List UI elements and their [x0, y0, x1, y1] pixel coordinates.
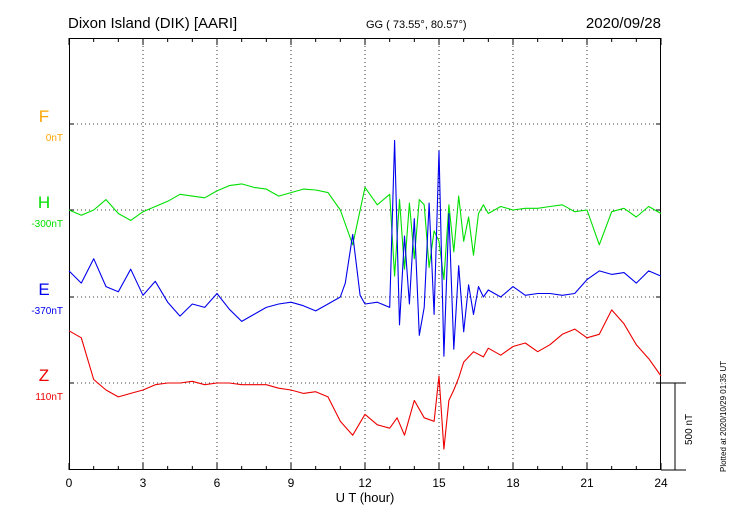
x-tick-label: 21 — [580, 476, 594, 490]
series-z-line — [68, 309, 662, 450]
x-tick-label: 0 — [66, 476, 73, 490]
x-tick-label: 3 — [140, 476, 147, 490]
series-lines — [68, 139, 662, 450]
series-z-label: Z — [39, 366, 49, 385]
scale-label: 500 nT — [684, 414, 695, 445]
x-tick-label: 9 — [288, 476, 295, 490]
series-h-label: H — [38, 193, 50, 212]
series-e-line — [68, 139, 662, 357]
plotted-note: Plotted at 2020/10/29 01:35 UT — [719, 361, 728, 472]
series-z-baseline: 110nT — [35, 392, 63, 403]
chart-title: Dixon Island (DIK) [AARI] — [68, 15, 237, 32]
x-axis-label: U T (hour) — [336, 490, 395, 505]
station-coords: GG ( 73.55°, 80.57°) — [366, 19, 467, 31]
series-f-label: F — [39, 107, 49, 126]
series-f-baseline: 0nT — [46, 133, 63, 144]
x-tick-label: 6 — [214, 476, 221, 490]
x-tick-label: 24 — [654, 476, 668, 490]
series-e-baseline: -370nT — [31, 306, 63, 317]
component-labels: F 0nT H -300nT E -370nT Z 110nT — [31, 107, 63, 403]
x-tick-label: 18 — [506, 476, 520, 490]
series-h-baseline: -300nT — [31, 219, 63, 230]
x-tick-label: 12 — [358, 476, 372, 490]
series-e-label: E — [38, 280, 49, 299]
x-tick-label: 15 — [432, 476, 446, 490]
series-h-line — [68, 183, 662, 281]
scale-bar: 500 nT — [661, 382, 695, 471]
grid — [69, 38, 661, 470]
chart-date: 2020/09/28 — [586, 15, 661, 32]
